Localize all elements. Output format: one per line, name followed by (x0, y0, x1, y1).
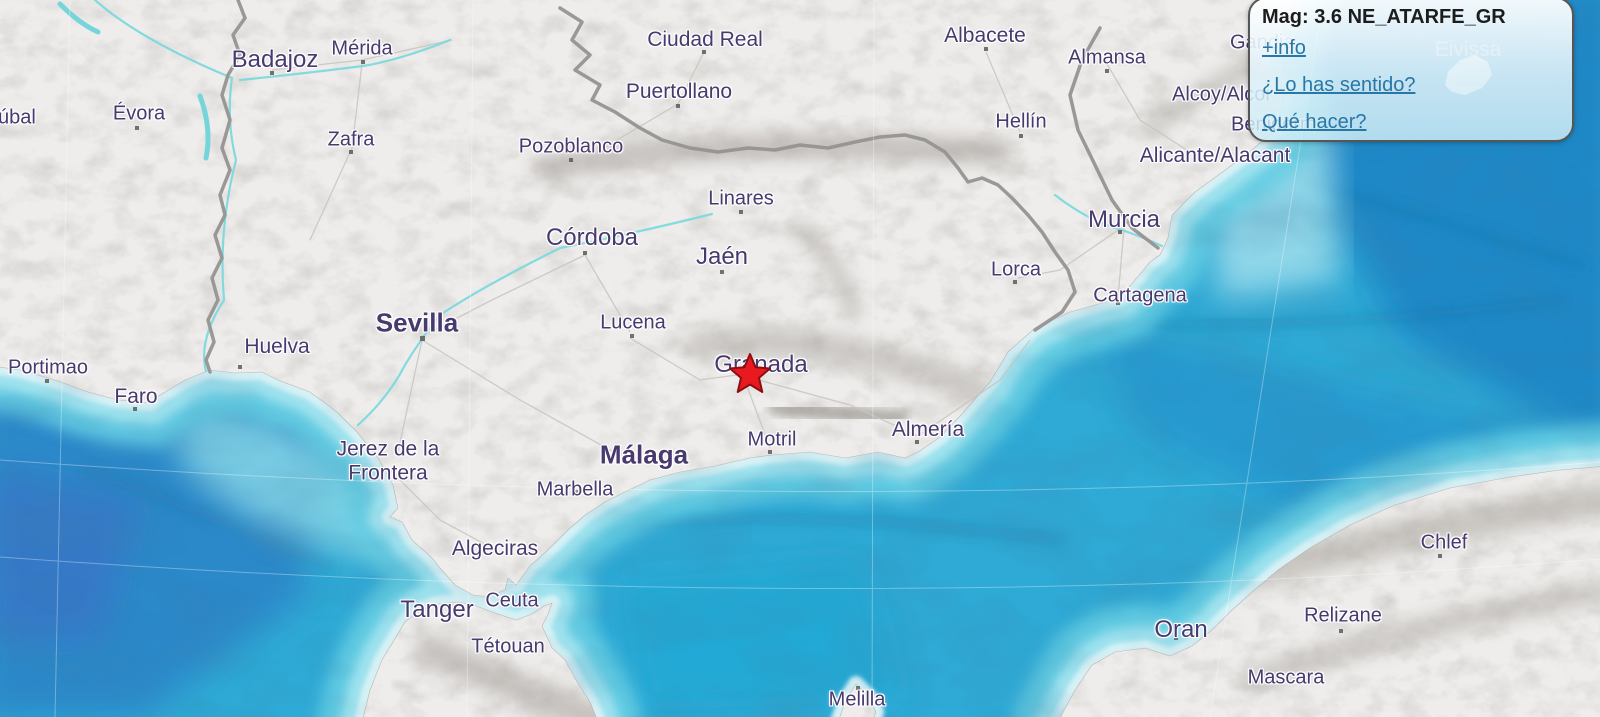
map-label-setubal: Setúbal (0, 106, 36, 129)
popup-link-what-to-do[interactable]: Qué hacer? (1262, 111, 1367, 133)
map-label-hellin: Hellín (995, 110, 1047, 133)
map-label-relizane: Relizane (1304, 604, 1382, 627)
city-dots (45, 47, 1442, 690)
map-label-melilla: Melilla (828, 688, 886, 711)
map-label-jaen: Jaén (695, 243, 749, 270)
star-icon (729, 353, 771, 393)
map-label-alcoy: Alcoy/Alcoi (1172, 83, 1270, 106)
map-label-cartagena: Cartagena (1093, 284, 1187, 307)
map-label-almeria: Almería (891, 418, 965, 441)
map-label-motril: Motril (747, 428, 797, 451)
popup-link-felt-it[interactable]: ¿Lo has sentido? (1262, 74, 1416, 96)
map-label-jerez-line2: Frontera (348, 461, 428, 484)
map-label-evora: Évora (112, 102, 166, 125)
map-label-huelva: Huelva (244, 335, 310, 358)
map-label-algeciras: Algeciras (451, 537, 539, 560)
map-label-marbella: Marbella (536, 478, 614, 501)
map-label-chlef: Chlef (1420, 531, 1468, 554)
map-label-oran: Oran (1154, 616, 1208, 643)
map-label-jerez: Jerez de la Frontera (337, 437, 440, 484)
map-label-tanger: Tanger (400, 596, 474, 623)
map-label-almansa: Almansa (1068, 46, 1146, 69)
map-label-murcia: Murcia (1087, 206, 1161, 233)
earthquake-marker-star[interactable] (720, 345, 780, 405)
map-label-puertollano: Puertollano (625, 80, 733, 103)
map-label-zafra: Zafra (327, 128, 375, 151)
map-label-faro: Faro (114, 385, 158, 408)
popup-title: Mag: 3.6 NE_ATARFE_GR (1262, 6, 1506, 28)
map-label-merida: Mérida (331, 37, 393, 60)
admin-borders (204, 0, 1160, 374)
popup-link-info[interactable]: +info (1262, 37, 1306, 59)
map-label-ceuta: Ceuta (485, 589, 539, 612)
map-label-badajoz: Badajoz (231, 46, 319, 73)
map-label-tetouan: Tétouan (471, 635, 545, 658)
map-label-albacete: Albacete (944, 24, 1026, 47)
map-label-pozoblanco: Pozoblanco (518, 135, 624, 158)
map-label-ciudad-real: Ciudad Real (647, 28, 763, 51)
map-label-malaga: Málaga (599, 439, 689, 470)
map-label-alicante: Alicante/Alacant (1139, 144, 1291, 167)
map-label-jerez-line1: Jerez de la (336, 437, 440, 461)
map-label-lucena: Lucena (600, 311, 666, 334)
map-label-sevilla: Sevilla (375, 307, 459, 338)
map-label-portimao: Portimao (7, 356, 89, 379)
rivers (57, 0, 1164, 427)
event-info-popup: Mag: 3.6 NE_ATARFE_GR +info ¿Lo has sent… (1248, 0, 1574, 142)
map-label-cordoba: Córdoba (545, 224, 639, 251)
map-label-lorca: Lorca (990, 258, 1042, 281)
map-label-mascara: Mascara (1247, 666, 1325, 689)
map-label-linares: Linares (708, 187, 774, 210)
